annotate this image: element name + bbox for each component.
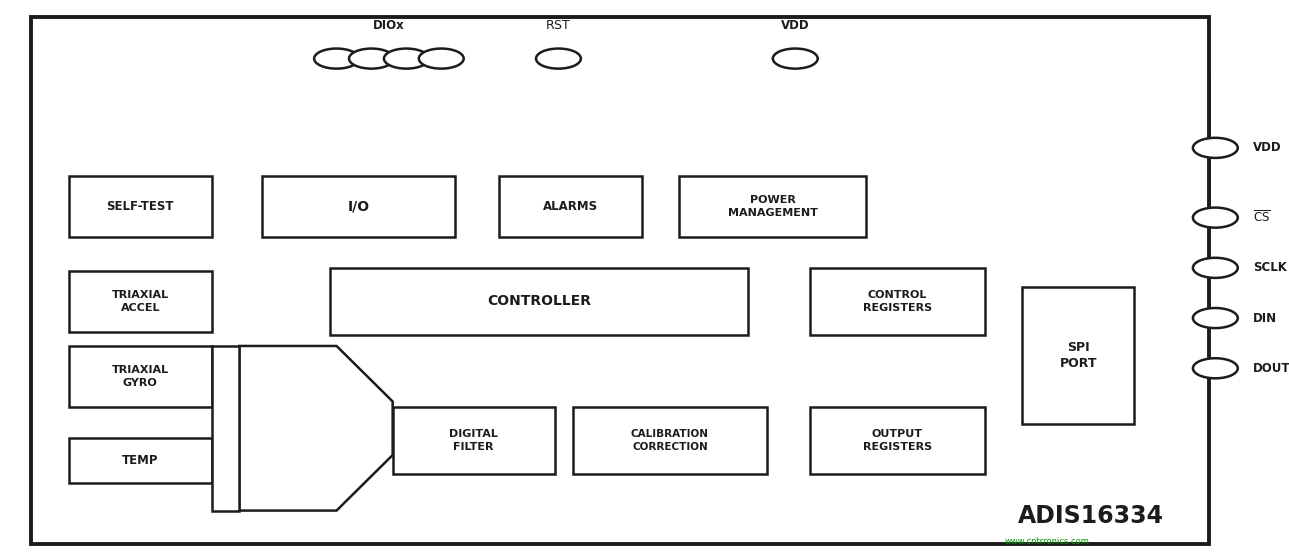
Text: DIGITAL
FILTER: DIGITAL FILTER xyxy=(450,430,498,452)
FancyBboxPatch shape xyxy=(679,176,866,237)
Circle shape xyxy=(384,49,429,69)
Circle shape xyxy=(1192,258,1237,278)
Text: DOUT: DOUT xyxy=(1253,362,1289,375)
Text: I/O: I/O xyxy=(347,199,370,214)
FancyBboxPatch shape xyxy=(68,176,211,237)
Text: CONTROL
REGISTERS: CONTROL REGISTERS xyxy=(862,290,932,312)
Text: VDD: VDD xyxy=(1253,141,1281,155)
Text: ALARMS: ALARMS xyxy=(543,200,598,213)
Text: CALIBRATION
CORRECTION: CALIBRATION CORRECTION xyxy=(632,430,709,452)
Circle shape xyxy=(536,49,581,69)
Text: $\overline{\rm RST}$: $\overline{\rm RST}$ xyxy=(545,17,571,33)
FancyBboxPatch shape xyxy=(68,346,211,407)
Polygon shape xyxy=(240,346,393,511)
FancyBboxPatch shape xyxy=(574,407,767,474)
FancyBboxPatch shape xyxy=(262,176,455,237)
Text: VDD: VDD xyxy=(781,18,809,32)
Circle shape xyxy=(419,49,464,69)
Text: SCLK: SCLK xyxy=(1253,261,1286,275)
FancyBboxPatch shape xyxy=(1022,287,1134,424)
Text: DIOx: DIOx xyxy=(373,18,405,32)
Circle shape xyxy=(1192,358,1237,378)
FancyBboxPatch shape xyxy=(68,271,211,332)
FancyBboxPatch shape xyxy=(211,346,240,511)
Circle shape xyxy=(315,49,360,69)
Text: POWER
MANAGEMENT: POWER MANAGEMENT xyxy=(728,195,817,218)
FancyBboxPatch shape xyxy=(811,268,985,335)
Text: SPI
PORT: SPI PORT xyxy=(1060,341,1097,371)
Text: $\overline{\rm CS}$: $\overline{\rm CS}$ xyxy=(1253,210,1271,225)
Text: DIN: DIN xyxy=(1253,311,1277,325)
FancyBboxPatch shape xyxy=(330,268,748,335)
FancyBboxPatch shape xyxy=(499,176,642,237)
Circle shape xyxy=(1192,208,1237,228)
Circle shape xyxy=(349,49,394,69)
Text: OUTPUT
REGISTERS: OUTPUT REGISTERS xyxy=(862,430,932,452)
FancyBboxPatch shape xyxy=(31,17,1209,544)
Text: SELF-TEST: SELF-TEST xyxy=(107,200,174,213)
Text: TEMP: TEMP xyxy=(122,454,159,467)
Text: TRIAXIAL
ACCEL: TRIAXIAL ACCEL xyxy=(112,290,169,312)
Text: CONTROLLER: CONTROLLER xyxy=(487,294,592,309)
Text: www.cntrronics.com: www.cntrronics.com xyxy=(1004,537,1089,546)
Text: TRIAXIAL
GYRO: TRIAXIAL GYRO xyxy=(112,365,169,388)
Circle shape xyxy=(773,49,817,69)
FancyBboxPatch shape xyxy=(68,438,211,483)
Circle shape xyxy=(1192,138,1237,158)
FancyBboxPatch shape xyxy=(393,407,554,474)
Circle shape xyxy=(1192,308,1237,328)
Text: ADIS16334: ADIS16334 xyxy=(1018,504,1164,528)
FancyBboxPatch shape xyxy=(811,407,985,474)
